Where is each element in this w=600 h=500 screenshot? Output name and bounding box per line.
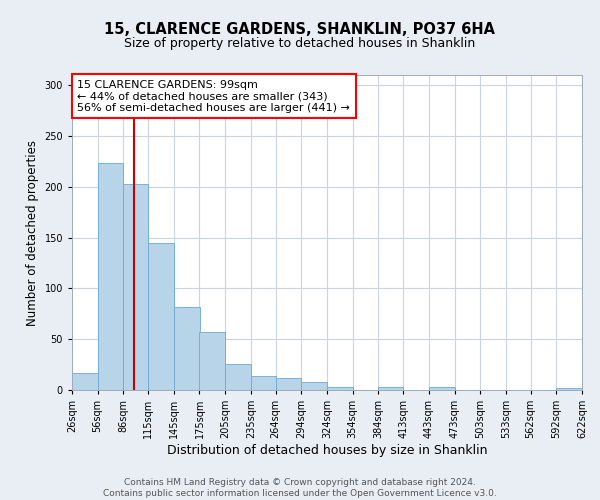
Bar <box>148 242 174 390</box>
Bar <box>429 387 455 390</box>
Bar <box>199 332 225 390</box>
Text: 15, CLARENCE GARDENS, SHANKLIN, PO37 6HA: 15, CLARENCE GARDENS, SHANKLIN, PO37 6HA <box>104 22 496 38</box>
Text: Contains HM Land Registry data © Crown copyright and database right 2024.
Contai: Contains HM Land Registry data © Crown c… <box>103 478 497 498</box>
Bar <box>379 387 403 390</box>
Bar <box>72 372 98 390</box>
X-axis label: Distribution of detached houses by size in Shanklin: Distribution of detached houses by size … <box>167 444 487 457</box>
Bar <box>275 378 301 390</box>
Bar <box>251 376 275 390</box>
Bar <box>98 164 124 390</box>
Bar <box>174 306 199 390</box>
Bar <box>301 382 327 390</box>
Bar <box>124 184 148 390</box>
Bar <box>327 387 353 390</box>
Y-axis label: Number of detached properties: Number of detached properties <box>26 140 39 326</box>
Bar <box>556 388 582 390</box>
Text: 15 CLARENCE GARDENS: 99sqm
← 44% of detached houses are smaller (343)
56% of sem: 15 CLARENCE GARDENS: 99sqm ← 44% of deta… <box>77 80 350 113</box>
Bar <box>225 364 251 390</box>
Text: Size of property relative to detached houses in Shanklin: Size of property relative to detached ho… <box>124 38 476 51</box>
